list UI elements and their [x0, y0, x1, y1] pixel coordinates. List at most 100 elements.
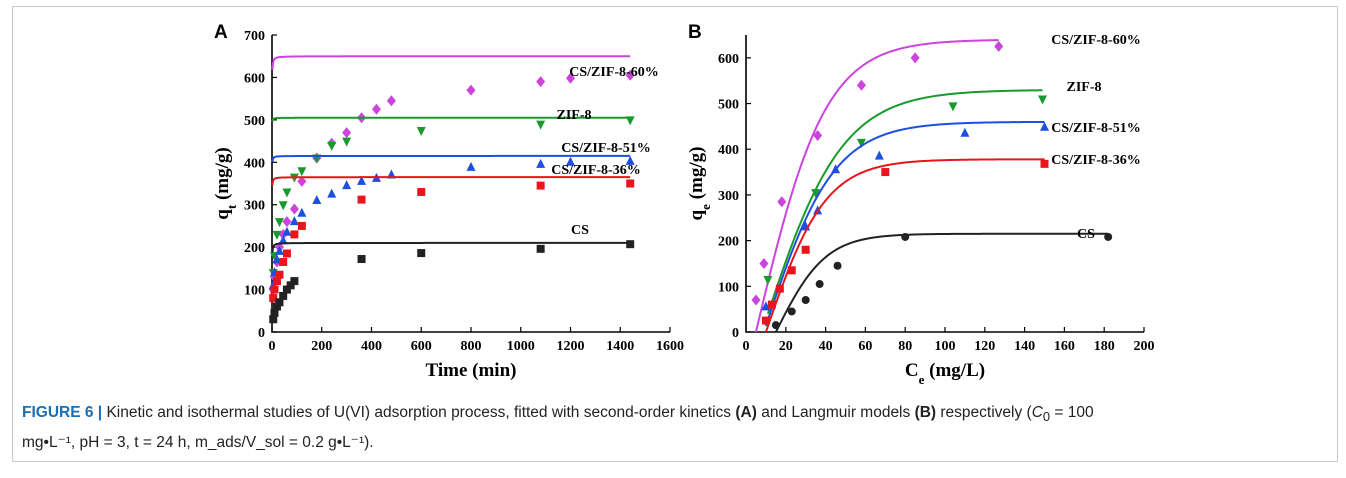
x-tick-label: 400: [361, 339, 382, 354]
data-point: [342, 127, 352, 139]
x-tick-label: 160: [1054, 339, 1075, 354]
data-point: [759, 257, 769, 269]
data-point: [289, 203, 299, 215]
data-point: [625, 155, 635, 165]
series-label: CS: [571, 223, 589, 238]
y-tick-label: 0: [732, 326, 739, 341]
x-tick-label: 200: [1134, 339, 1155, 354]
x-tick-label: 20: [779, 339, 793, 354]
data-point: [771, 321, 780, 330]
data-point: [801, 245, 810, 254]
y-tick-label: 200: [244, 241, 265, 256]
data-point: [466, 84, 476, 96]
data-point: [282, 249, 291, 258]
data-point: [297, 221, 306, 230]
data-point: [536, 158, 546, 168]
data-point: [536, 244, 545, 253]
x-tick-label: 1200: [557, 339, 585, 354]
data-point: [1040, 121, 1049, 131]
y-tick-label: 200: [718, 235, 739, 250]
caption-text-3: respectively (: [936, 404, 1032, 421]
data-point: [278, 235, 288, 245]
x-tick-label: 1000: [507, 339, 535, 354]
x-tick-label: 100: [935, 339, 956, 354]
series-label: CS/ZIF-8-36%: [551, 163, 640, 178]
y-tick-label: 100: [718, 280, 739, 295]
data-point: [269, 315, 278, 324]
y-tick-label: 600: [244, 71, 265, 86]
data-point: [357, 175, 367, 185]
x-tick-label: 1600: [656, 339, 684, 354]
data-point: [813, 130, 823, 142]
caption-text-2: and Langmuir models: [756, 404, 915, 421]
data-point: [417, 249, 426, 258]
series-cs: CS: [269, 223, 635, 324]
caption-c0-subscript: 0: [1042, 409, 1051, 425]
data-point: [274, 245, 284, 255]
data-point: [777, 196, 787, 208]
y-tick-label: 300: [718, 189, 739, 204]
data-point: [279, 291, 288, 300]
y-axis-title: qt (mg/g): [212, 147, 239, 219]
data-point: [856, 79, 866, 91]
data-point: [1104, 232, 1113, 241]
data-point: [297, 167, 307, 177]
data-point: [297, 175, 307, 187]
fit-curve: [271, 154, 631, 162]
data-point: [751, 294, 761, 306]
data-point: [275, 298, 284, 307]
x-tick-label: 80: [898, 339, 912, 354]
y-axis-title: qe (mg/g): [686, 147, 713, 221]
y-tick-label: 100: [244, 284, 265, 299]
series-zif-8: ZIF-8: [268, 108, 635, 279]
data-point: [290, 277, 299, 286]
series-cs-zif-8-51-: CS/ZIF-8-51%: [268, 141, 651, 289]
data-point: [272, 277, 281, 286]
data-point: [536, 181, 545, 190]
data-point: [626, 240, 635, 249]
series-label: CS/ZIF-8-60%: [1051, 33, 1140, 48]
data-point: [787, 266, 796, 275]
data-point: [270, 285, 279, 294]
x-tick-label: 140: [1014, 339, 1035, 354]
caption-c0-symbol: C: [1031, 404, 1043, 421]
data-point: [282, 216, 292, 228]
series-label: CS: [1077, 227, 1095, 242]
panel-letter: A: [214, 22, 228, 43]
data-point: [342, 180, 352, 190]
series-label: ZIF-8: [1067, 80, 1102, 95]
figure-frame: [12, 6, 1338, 462]
data-point: [874, 150, 884, 160]
series-label: CS/ZIF-8-36%: [1051, 153, 1140, 168]
x-tick-label: 800: [461, 339, 482, 354]
fit-curve: [764, 158, 1045, 333]
data-point: [536, 76, 546, 88]
series-zif-8: ZIF-8: [763, 80, 1102, 315]
data-point: [286, 281, 295, 290]
x-tick-label: 40: [819, 339, 833, 354]
y-tick-label: 500: [718, 98, 739, 113]
data-point: [272, 302, 281, 311]
data-point: [767, 300, 776, 309]
caption-text-1: Kinetic and isothermal studies of U(VI) …: [106, 404, 736, 421]
data-point: [290, 230, 299, 239]
data-point: [775, 284, 784, 293]
data-point: [342, 137, 352, 147]
series-label: CS/ZIF-8-51%: [561, 141, 650, 156]
data-point: [1038, 95, 1048, 105]
series-label: CS/ZIF-8-51%: [1051, 121, 1140, 136]
caption-ref-a: (A): [735, 404, 757, 421]
data-point: [278, 201, 288, 211]
kinetic-chart-panel-a: 0 200 400 600 800 1000 1200 1400 1600 0 100 200 300 4…: [212, 22, 684, 381]
data-point: [625, 69, 635, 81]
x-tick-label: 0: [743, 339, 750, 354]
data-point: [282, 285, 291, 294]
data-point: [416, 126, 426, 136]
data-point: [275, 270, 284, 279]
fit-curve: [271, 241, 631, 253]
data-point: [801, 296, 810, 305]
figure-caption: FIGURE 6 | Kinetic and isothermal studie…: [22, 400, 1322, 456]
data-point: [312, 194, 322, 204]
data-point: [269, 294, 278, 303]
axes: 0 200 400 600 800 1000 1200 1400 1600 0 100 200 300 4…: [212, 22, 684, 381]
